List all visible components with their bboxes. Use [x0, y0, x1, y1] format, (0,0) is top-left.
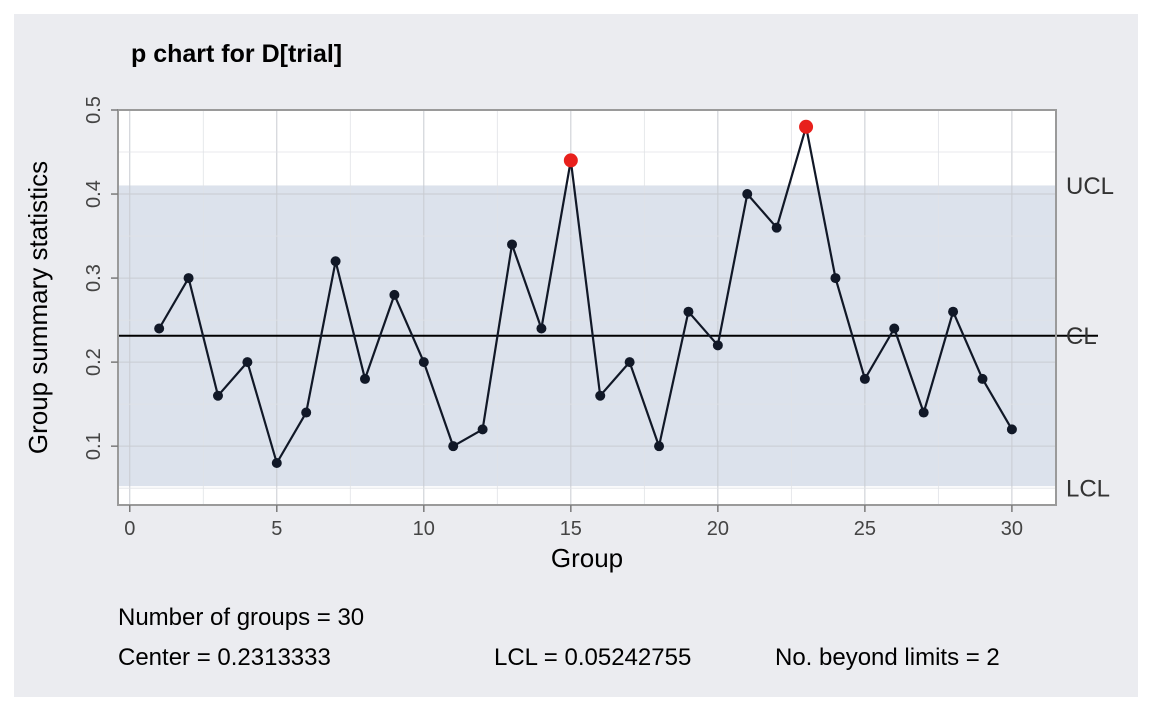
x-tick-label: 0 [124, 518, 135, 540]
violation-point [563, 153, 578, 168]
data-point [448, 441, 459, 452]
data-point [507, 239, 518, 250]
data-point [889, 323, 900, 334]
data-point [742, 189, 753, 200]
y-tick-label: 0.1 [83, 432, 105, 460]
data-point [977, 373, 988, 384]
data-point [271, 457, 282, 468]
series-line [158, 125, 1013, 465]
y-tick-label: 0.5 [83, 96, 105, 124]
violation-point [799, 119, 814, 134]
data-point [330, 256, 341, 267]
data-point [477, 424, 488, 435]
stat-beyond-limits: No. beyond limits = 2 [775, 644, 1000, 671]
data-point [212, 390, 223, 401]
x-tick-label: 25 [854, 518, 876, 540]
x-axis-title: Group [551, 543, 623, 573]
p-chart: 0 5 10 15 20 25 30 0.1 0.2 0.3 0.4 0.5 Group Group su… [23, 96, 1114, 573]
data-point [595, 390, 606, 401]
lcl-label: LCL [1066, 475, 1110, 502]
y-tick-label: 0.2 [83, 348, 105, 376]
chart-title: p chart for D[trial] [131, 40, 343, 68]
x-tick-label: 10 [413, 518, 435, 540]
stat-lcl: LCL = 0.05242755 [494, 644, 692, 671]
stat-groups: Number of groups = 30 [118, 604, 365, 631]
data-point [683, 306, 694, 317]
data-point [1006, 424, 1017, 435]
data-point [654, 441, 665, 452]
y-tick-label: 0.3 [83, 264, 105, 292]
data-point [301, 407, 312, 418]
data-point [712, 340, 723, 351]
data-point [536, 323, 547, 334]
ucl-label: UCL [1066, 173, 1114, 200]
stat-center: Center = 0.2313333 [118, 644, 331, 671]
data-point [624, 357, 635, 368]
data-point [242, 357, 253, 368]
data-point [830, 273, 841, 284]
cl-label: CL [1066, 323, 1097, 350]
y-axis-title: Group summary statistics [23, 161, 53, 454]
y-tick-label: 0.4 [83, 180, 105, 208]
data-point [418, 357, 429, 368]
data-point [859, 373, 870, 384]
x-tick-label: 20 [707, 518, 729, 540]
data-point [154, 323, 165, 334]
data-point [771, 222, 782, 233]
data-point [918, 407, 929, 418]
x-tick-label: 30 [1001, 518, 1023, 540]
data-point [183, 273, 194, 284]
data-point [948, 306, 959, 317]
data-point [389, 289, 400, 300]
data-point [359, 373, 370, 384]
plot-frame [117, 109, 1057, 506]
x-tick-label: 15 [560, 518, 582, 540]
x-tick-label: 5 [271, 518, 282, 540]
chart-panel: p chart for D[trial] 0 5 10 15 20 25 30 0.1 0.2 0… [14, 14, 1138, 697]
